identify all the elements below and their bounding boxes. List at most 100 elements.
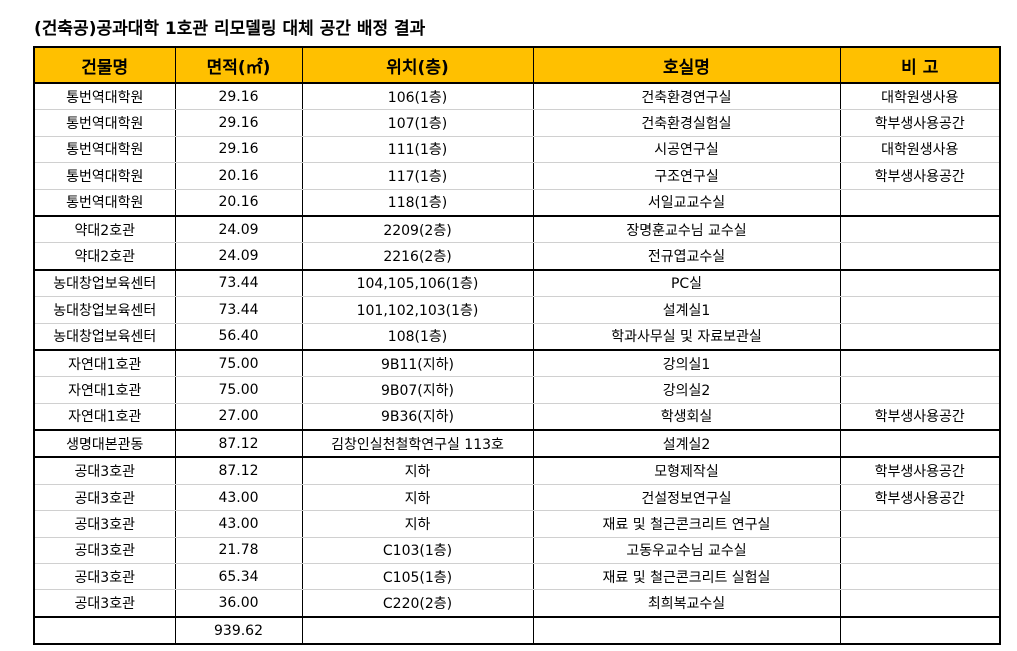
note-cell [839,214,1001,244]
location-cell: 101,102,103(1층) [301,296,534,324]
table-row: 공대3호관 36.00 C220(2층) 최희복교수실 [33,589,1001,618]
table-row: 공대3호관 87.12 지하 모형제작실 학부생사용공간 [33,456,1001,485]
space-allocation-table: 건물명 면적(㎡) 위치(층) 호실명 비 고 통번역대학원 29.16 106(1… [33,46,1001,646]
building-cell: 공대3호관 [33,510,176,538]
area-cell: 36.00 [174,589,303,618]
location-cell: 107(1층) [301,109,534,137]
area-cell: 73.44 [174,268,303,298]
room-cell: 서일교교수실 [532,189,841,217]
note-cell [839,323,1001,351]
location-cell: 김창인실천철학연구실 113호 [301,429,534,458]
area-cell: 21.78 [174,537,303,565]
location-cell: C220(2층) [301,589,534,618]
note-cell [839,242,1001,271]
building-cell: 공대3호관 [33,456,176,485]
area-cell: 56.40 [174,323,303,351]
location-cell: C103(1층) [301,537,534,565]
room-cell: 건설정보연구실 [532,484,841,512]
location-cell: 118(1층) [301,189,534,217]
location-cell: 9B11(지하) [301,348,534,378]
note-cell [839,429,1001,458]
location-cell: 지하 [301,510,534,538]
note-cell [839,589,1001,618]
building-cell [33,615,176,646]
table-row: 통번역대학원 29.16 106(1층) 건축환경연구실 대학원생사용 [33,83,1001,111]
room-cell: 학생회실 [532,403,841,431]
note-cell: 대학원생사용 [839,83,1001,111]
note-cell [839,510,1001,538]
table-row: 통번역대학원 20.16 117(1층) 구조연구실 학부생사용공간 [33,162,1001,190]
building-cell: 공대3호관 [33,563,176,591]
table-row: 자연대1호관 27.00 9B36(지하) 학생회실 학부생사용공간 [33,403,1001,431]
building-cell: 공대3호관 [33,537,176,565]
area-cell: 75.00 [174,348,303,378]
room-cell: 고동우교수님 교수실 [532,537,841,565]
area-cell: 20.16 [174,189,303,217]
note-cell: 대학원생사용 [839,136,1001,164]
location-cell: 지하 [301,484,534,512]
note-cell [839,376,1001,404]
building-cell: 통번역대학원 [33,162,176,190]
header-room: 호실명 [532,46,841,84]
area-cell: 29.16 [174,109,303,137]
location-cell: 9B36(지하) [301,403,534,431]
room-cell: 모형제작실 [532,456,841,485]
building-cell: 농대창업보육센터 [33,296,176,324]
room-cell [532,615,841,646]
note-cell [839,189,1001,217]
note-cell [839,563,1001,591]
area-cell: 73.44 [174,296,303,324]
area-cell: 24.09 [174,214,303,244]
area-cell: 75.00 [174,376,303,404]
header-area: 면적(㎡) [174,46,303,84]
location-cell: 9B07(지하) [301,376,534,404]
building-cell: 약대2호관 [33,214,176,244]
location-cell: 2216(2층) [301,242,534,271]
location-cell: C105(1층) [301,563,534,591]
building-cell: 약대2호관 [33,242,176,271]
area-cell: 24.09 [174,242,303,271]
note-cell: 학부생사용공간 [839,456,1001,485]
room-cell: 재료 및 철근콘크리트 연구실 [532,510,841,538]
room-cell: 재료 및 철근콘크리트 실험실 [532,563,841,591]
room-cell: 학과사무실 및 자료보관실 [532,323,841,351]
area-cell: 29.16 [174,83,303,111]
table-row: 공대3호관 43.00 지하 재료 및 철근콘크리트 연구실 [33,510,1001,538]
room-cell: 설계실1 [532,296,841,324]
location-cell: 2209(2층) [301,214,534,244]
location-cell: 108(1층) [301,323,534,351]
page-title: (건축공)공과대학 1호관 리모델링 대체 공간 배정 결과 [34,19,426,39]
table-row: 농대창업보육센터 73.44 104,105,106(1층) PC실 [33,268,1001,298]
note-cell: 학부생사용공간 [839,403,1001,431]
note-cell [839,296,1001,324]
room-cell: 장명훈교수님 교수실 [532,214,841,244]
building-cell: 자연대1호관 [33,403,176,431]
note-cell [839,268,1001,298]
building-cell: 통번역대학원 [33,136,176,164]
table-row: 통번역대학원 29.16 111(1층) 시공연구실 대학원생사용 [33,136,1001,164]
table-row: 자연대1호관 75.00 9B07(지하) 강의실2 [33,376,1001,404]
table-row: 공대3호관 43.00 지하 건설정보연구실 학부생사용공간 [33,484,1001,512]
building-cell: 농대창업보육센터 [33,323,176,351]
room-cell: 최희복교수실 [532,589,841,618]
area-cell: 29.16 [174,136,303,164]
building-cell: 자연대1호관 [33,376,176,404]
table-row: 약대2호관 24.09 2216(2층) 전규엽교수실 [33,242,1001,271]
area-cell: 43.00 [174,510,303,538]
header-note: 비 고 [839,46,1001,84]
header-location: 위치(층) [301,46,534,84]
room-cell: 강의실2 [532,376,841,404]
total-row: 939.62 [33,615,1001,646]
building-cell: 통번역대학원 [33,83,176,111]
location-cell: 지하 [301,456,534,485]
room-cell: 건축환경실험실 [532,109,841,137]
note-cell: 학부생사용공간 [839,162,1001,190]
table-row: 자연대1호관 75.00 9B11(지하) 강의실1 [33,348,1001,378]
room-cell: 건축환경연구실 [532,83,841,111]
table-row: 공대3호관 21.78 C103(1층) 고동우교수님 교수실 [33,537,1001,565]
building-cell: 통번역대학원 [33,109,176,137]
room-cell: 전규엽교수실 [532,242,841,271]
area-cell: 87.12 [174,429,303,458]
location-cell: 117(1층) [301,162,534,190]
room-cell: 구조연구실 [532,162,841,190]
